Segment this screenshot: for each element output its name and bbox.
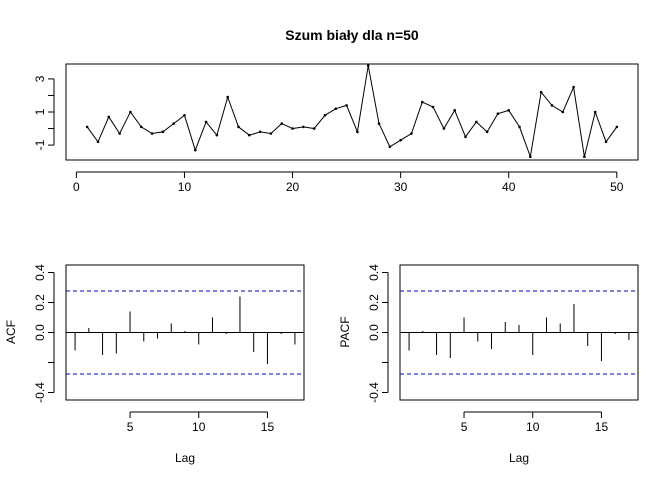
data-point [604,140,608,144]
data-point [312,127,316,130]
data-point [172,122,175,125]
time-series-panel: 0 10 20 30 40 50 -1 1 3 [33,63,639,194]
time-series-marks [85,64,619,159]
data-point [85,125,89,129]
acf-y-tick-label: -0.4 [33,382,47,403]
pacf-x-tick-label: 10 [526,420,540,434]
data-point [161,130,165,134]
pacf-x-axis-label: Lag [509,451,529,465]
data-point [248,133,251,137]
acf-panel: 5 10 15 -0.4 0.0 0.2 0.4 Lag ACF [4,264,305,465]
time-series-y-tick-label: -1 [33,139,47,150]
data-point [129,110,132,114]
pacf-y-tick-label: -0.4 [367,382,381,403]
time-series-plot-frame [65,63,639,161]
data-point [518,125,521,129]
data-point [399,138,402,142]
data-point [215,133,219,137]
pacf-y-tick-label: 0.0 [367,324,381,341]
data-point [226,95,229,99]
data-point [550,104,554,107]
data-point [366,64,370,67]
acf-y-tick-label: 0.0 [33,324,47,341]
acf-x-axis-label: Lag [175,451,195,465]
series-line [86,65,618,159]
data-point [410,132,413,135]
data-point [529,155,532,158]
data-point [615,125,619,129]
pacf-panel: 5 10 15 -0.4 0.0 0.2 0.4 Lag PACF [338,264,639,465]
data-point [442,127,446,130]
acf-x-tick-label: 10 [192,420,206,434]
data-point [388,145,392,149]
data-point [572,85,575,89]
time-series-axes: 0 10 20 30 40 50 -1 1 3 [33,75,624,194]
data-point [118,132,121,135]
data-point [475,120,478,124]
data-point [302,125,305,129]
data-point [420,100,424,104]
data-point [269,132,273,135]
pacf-x-tick-label: 15 [595,420,609,434]
time-series-y-tick-label: 1 [33,108,47,115]
data-point [345,104,348,107]
data-point [539,90,543,94]
data-point [150,132,154,135]
pacf-axes: 5 10 15 -0.4 0.0 0.2 0.4 [367,264,608,434]
data-point [485,130,489,134]
data-point [280,122,284,125]
pacf-y-tick-label: 0.4 [367,264,381,281]
data-point [204,120,208,124]
data-point [237,125,240,129]
chart-title: Szum biały dla n=50 [285,27,419,43]
data-point [507,109,511,112]
time-series-y-tick-label: 3 [33,75,47,82]
pacf-x-tick-label: 5 [461,420,468,434]
data-point [431,105,435,109]
data-point [96,140,100,144]
pacf-y-axis-label: PACF [338,316,352,347]
time-series-x-tick-label: 30 [394,180,408,194]
data-point [334,107,338,110]
data-point [561,110,565,114]
time-series-x-tick-label: 10 [178,180,192,194]
data-point [139,125,143,129]
acf-y-tick-label: 0.2 [33,294,47,311]
time-series-x-tick-label: 40 [502,180,516,194]
data-point [183,114,186,117]
time-series-x-tick-label: 20 [286,180,300,194]
data-point [356,130,359,134]
data-point [258,130,262,134]
pacf-y-tick-label: 0.2 [367,294,381,311]
data-point [377,122,381,125]
acf-y-tick-label: 0.4 [33,264,47,281]
data-point [193,148,197,152]
time-series-x-tick-label: 50 [610,180,624,194]
acf-axes: 5 10 15 -0.4 0.0 0.2 0.4 [33,264,274,434]
data-point [323,114,327,117]
acf-y-axis-label: ACF [4,320,18,344]
data-point [496,112,500,115]
time-series-x-tick-label: 0 [73,180,80,194]
data-point [453,109,456,112]
pacf-marks [400,290,638,375]
data-point [464,135,467,139]
acf-marks [66,290,304,375]
data-point [593,110,597,114]
acf-x-tick-label: 5 [127,420,134,434]
data-point [107,115,111,119]
acf-x-tick-label: 15 [261,420,275,434]
data-point [291,127,294,130]
data-point [583,155,586,158]
